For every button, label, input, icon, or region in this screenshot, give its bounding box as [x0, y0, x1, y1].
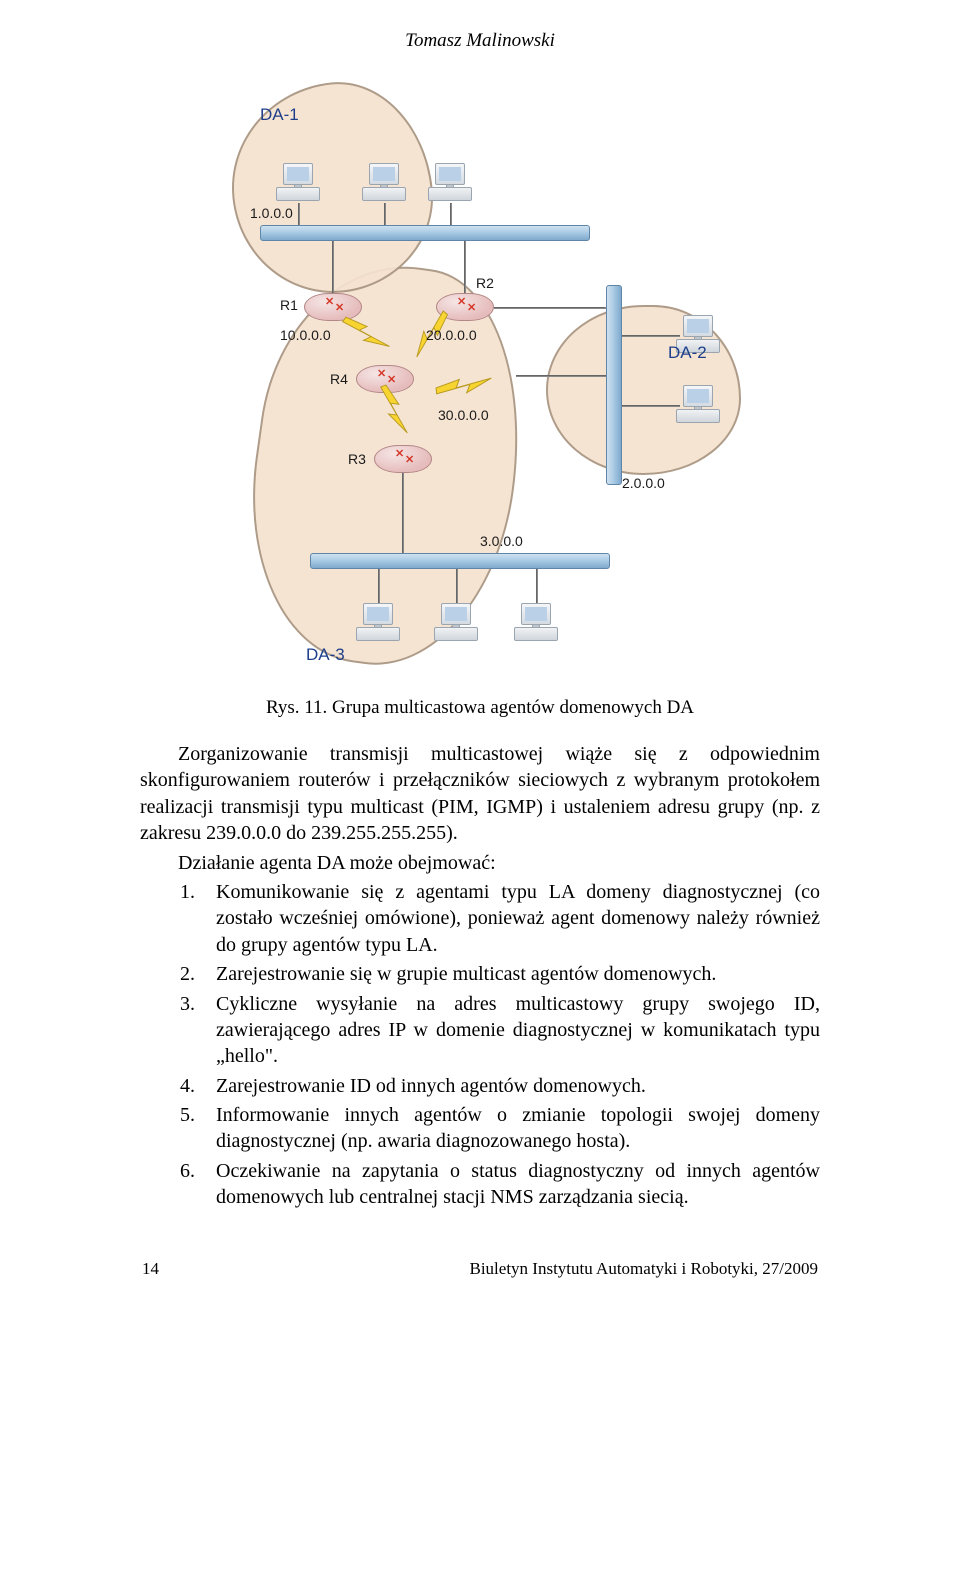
list-item: 1.Komunikowanie się z agentami typu LA d… [216, 879, 820, 958]
bus-2-0-0-0-vertical [606, 285, 622, 485]
list-item-text: Komunikowanie się z agentami typu LA dom… [216, 881, 820, 956]
label-net-10: 10.0.0.0 [280, 327, 331, 343]
list-item-text: Zarejestrowanie się w grupie multicast a… [216, 963, 716, 985]
paragraph-1: Zorganizowanie transmisji multicastowej … [140, 741, 820, 847]
page-number: 14 [142, 1259, 159, 1279]
network-diagram: ✕✕ ✕✕ ✕✕ ✕✕ DA-1 DA-2 DA-3 R1 R2 R4 R3 1… [215, 74, 745, 679]
list-item-text: Cykliczne wysyłanie na adres multicastow… [216, 993, 820, 1068]
paragraph-2: Działanie agenta DA może obejmować: [140, 850, 820, 876]
list-item-text: Zarejestrowanie ID od innych agentów dom… [216, 1075, 646, 1097]
label-net-3: 3.0.0.0 [480, 533, 523, 549]
list-item: 2.Zarejestrowanie się w grupie multicast… [216, 961, 820, 987]
tap [450, 203, 452, 225]
list-item: 5.Informowanie innych agentów o zmianie … [216, 1102, 820, 1155]
label-da1: DA-1 [260, 105, 299, 125]
list-item: 3.Cykliczne wysyłanie na adres multicast… [216, 991, 820, 1070]
label-r1: R1 [280, 297, 298, 313]
list-item: 4.Zarejestrowanie ID od innych agentów d… [216, 1073, 820, 1099]
host-pc [434, 603, 478, 643]
tap [622, 335, 680, 337]
page-header-author: Tomasz Malinowski [140, 30, 820, 52]
journal-reference: Biuletyn Instytutu Automatyki i Robotyki… [469, 1259, 818, 1279]
label-net-30: 30.0.0.0 [438, 407, 489, 423]
router-r3: ✕✕ [374, 445, 432, 473]
body-text: Zorganizowanie transmisji multicastowej … [140, 741, 820, 1211]
list-item: 6.Oczekiwanie na zapytania o status diag… [216, 1158, 820, 1211]
label-da3: DA-3 [306, 645, 345, 665]
tap [516, 375, 606, 377]
tap [402, 471, 404, 553]
host-pc [356, 603, 400, 643]
page-footer: 14 Biuletyn Instytutu Automatyki i Robot… [140, 1259, 820, 1279]
tap [456, 569, 458, 605]
label-net-2: 2.0.0.0 [622, 475, 665, 491]
label-r2: R2 [476, 275, 494, 291]
list-item-text: Informowanie innych agentów o zmianie to… [216, 1104, 820, 1152]
tap [604, 307, 606, 308]
tap [536, 569, 538, 605]
tap [384, 203, 386, 225]
tap [622, 405, 680, 407]
numbered-list: 1.Komunikowanie się z agentami typu LA d… [140, 879, 820, 1211]
list-item-text: Oczekiwanie na zapytania o status diagno… [216, 1160, 820, 1208]
label-net-1: 1.0.0.0 [250, 205, 293, 221]
host-pc [428, 163, 472, 203]
host-pc [676, 385, 720, 425]
label-r3: R3 [348, 451, 366, 467]
host-pc [362, 163, 406, 203]
host-pc [276, 163, 320, 203]
label-da2: DA-2 [668, 343, 707, 363]
tap [332, 241, 334, 293]
figure-caption: Rys. 11. Grupa multicastowa agentów dome… [140, 697, 820, 719]
bus-3-0-0-0 [310, 553, 610, 569]
bus-1-0-0-0 [260, 225, 590, 241]
host-pc [514, 603, 558, 643]
tap [494, 307, 606, 309]
label-r4: R4 [330, 371, 348, 387]
tap [464, 241, 466, 293]
label-net-20: 20.0.0.0 [426, 327, 477, 343]
tap [298, 203, 300, 225]
tap [378, 569, 380, 605]
